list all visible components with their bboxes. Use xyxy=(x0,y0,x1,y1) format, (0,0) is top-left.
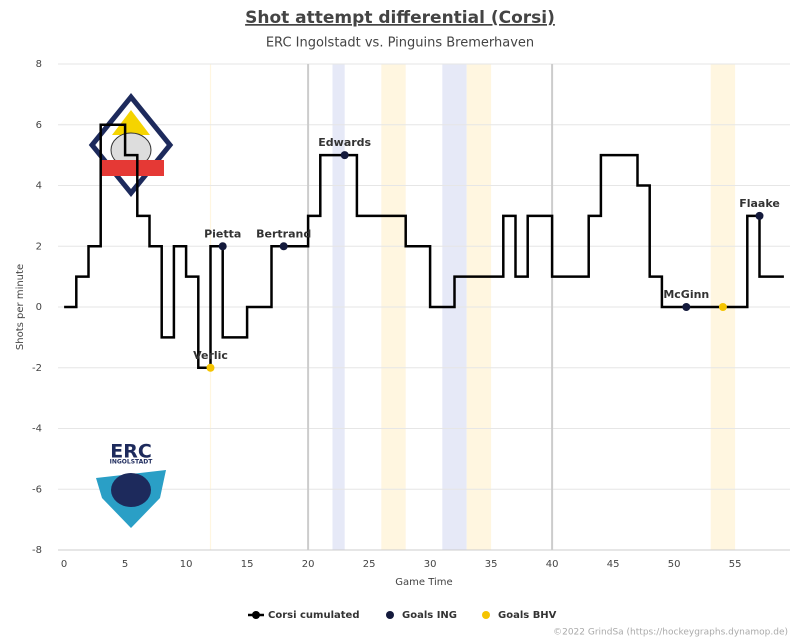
credit: ©2022 GrindSa (https://hockeygraphs.dyna… xyxy=(553,628,788,638)
x-tick-label: 10 xyxy=(180,559,193,570)
legend-marker xyxy=(386,611,394,619)
goal-label: McGinn xyxy=(663,288,709,301)
legend-marker xyxy=(482,611,490,619)
logo-text: INGOLSTADT xyxy=(110,459,154,466)
legend-item: Goals BHV xyxy=(482,610,557,621)
y-tick-label: 6 xyxy=(36,120,42,131)
y-tick-label: -2 xyxy=(32,363,42,374)
x-tick-label: 50 xyxy=(668,559,681,570)
logo-text: ERC xyxy=(110,441,152,463)
goal-marker xyxy=(218,242,227,251)
goal-marker xyxy=(340,151,349,160)
legend-label: Goals BHV xyxy=(498,610,557,621)
bhv-logo xyxy=(88,93,174,197)
x-tick-label: 35 xyxy=(485,559,498,570)
x-tick-label: 0 xyxy=(61,559,67,570)
y-axis-label: Shots per minute xyxy=(15,264,26,350)
legend-label: Corsi cumulated xyxy=(268,610,359,621)
x-tick-label: 30 xyxy=(424,559,437,570)
goal-marker xyxy=(279,242,288,251)
goal-label: Pietta xyxy=(204,227,241,240)
legend-item: Goals ING xyxy=(386,610,457,621)
y-tick-label: -6 xyxy=(32,484,42,495)
y-tick-label: -4 xyxy=(32,424,42,435)
y-tick-label: 0 xyxy=(36,302,42,313)
y-tick-label: 2 xyxy=(36,241,42,252)
x-axis-label: Game Time xyxy=(395,577,452,588)
goal-marker xyxy=(682,303,691,311)
x-tick-label: 55 xyxy=(729,559,742,570)
y-tick-label: 4 xyxy=(36,181,42,192)
goal-marker xyxy=(755,211,764,220)
goal-marker xyxy=(718,303,727,311)
x-tick-label: 25 xyxy=(363,559,376,570)
chart-subtitle: ERC Ingolstadt vs. Pinguins Bremerhaven xyxy=(266,36,534,51)
x-tick-label: 45 xyxy=(607,559,620,570)
legend-label: Goals ING xyxy=(402,610,457,621)
x-tick-label: 5 xyxy=(122,559,128,570)
goal-label: Bertrand xyxy=(256,227,311,240)
legend-marker xyxy=(252,611,260,619)
x-tick-label: 15 xyxy=(241,559,254,570)
y-tick-label: -8 xyxy=(32,545,42,556)
chart-title: Shot attempt differential (Corsi) xyxy=(245,8,555,28)
x-tick-label: 40 xyxy=(546,559,559,570)
y-tick-label: 8 xyxy=(36,59,42,70)
x-tick-label: 20 xyxy=(302,559,315,570)
corsi-line xyxy=(64,123,784,369)
ing-logo: ERC INGOLSTADT xyxy=(96,441,166,528)
goal-marker xyxy=(206,363,215,372)
goal-label: Flaake xyxy=(739,197,780,210)
legend-item: Corsi cumulated xyxy=(248,610,359,621)
goal-label: Verlic xyxy=(193,349,228,362)
goal-label: Edwards xyxy=(318,136,371,149)
